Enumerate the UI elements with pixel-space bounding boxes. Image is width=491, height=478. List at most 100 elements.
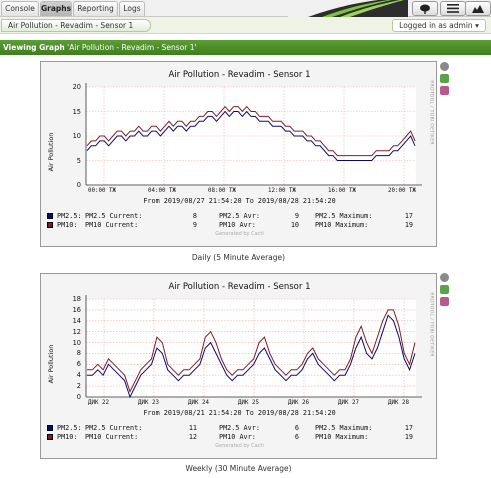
- y-tick-label: 10: [72, 132, 81, 140]
- y-tick-label: 14: [72, 316, 81, 325]
- legend-max-label: PM10 Maximum:: [315, 433, 369, 441]
- legend-max-label: PM2.5 Maximum:: [315, 424, 373, 432]
- export-csv-icon-weekly[interactable]: [440, 285, 449, 294]
- legend-current-label: PM10 Current:: [85, 221, 139, 229]
- y-tick-label: 2: [76, 382, 81, 391]
- series-line-pm25: [87, 314, 416, 399]
- legend-series-name: PM10:: [57, 221, 78, 229]
- legend-current-value: 11: [188, 424, 197, 432]
- x-tick-label: ДИК 27: [338, 400, 359, 406]
- x-tick-label: 04:00 ТЖ: [148, 188, 176, 194]
- x-tick-label: 20:00 ТЖ: [388, 188, 416, 194]
- legend-max-value: 19: [404, 221, 413, 229]
- legend-current-value: 8: [192, 212, 197, 220]
- weekly-graph-caption: Weekly (30 Minute Average): [185, 464, 292, 473]
- daily-graph-caption: Daily (5 Minute Average): [191, 253, 286, 262]
- tree-icon: [420, 4, 430, 14]
- x-tick-label: ДИК 25: [238, 400, 259, 406]
- legend-avg-label: PM2.5 Avr:: [219, 212, 260, 220]
- graph-title: Air Pollution - Revadim - Sensor 1: [168, 70, 311, 80]
- export-csv-icon[interactable]: [440, 74, 449, 83]
- user-menu[interactable]: Logged in as admin ▾: [392, 19, 486, 32]
- cacti-watermark: Generated by Cacti: [215, 231, 264, 237]
- preview-icon: [472, 5, 484, 13]
- y-tick-label: 4: [76, 371, 81, 380]
- properties-icon[interactable]: [440, 86, 449, 95]
- series-line-pm10: [87, 309, 416, 393]
- x-tick-label: ДИК 23: [138, 400, 159, 406]
- legend-swatch: [47, 425, 53, 431]
- legend-series-name: PM2.5:: [57, 424, 82, 432]
- legend-max-value: 17: [404, 424, 413, 432]
- legend-avg-value: 6: [294, 433, 299, 441]
- legend-current-label: PM2.5 Current:: [85, 424, 143, 432]
- legend-avg-label: PM10 Avr:: [219, 433, 256, 441]
- daily-graph-image[interactable]: Air Pollution - Revadim - Sensor 1 Air Po…: [40, 61, 437, 247]
- properties-icon-weekly[interactable]: [440, 297, 449, 306]
- legend-avg-value: 6: [294, 424, 299, 432]
- legend-series-name: PM10:: [57, 433, 78, 441]
- list-view-button[interactable]: [440, 1, 466, 16]
- legend-swatch: [47, 213, 53, 219]
- y-tick-label: 5: [76, 156, 81, 165]
- x-tick-label: ДИК 22: [88, 400, 109, 406]
- x-tick-label: ДИК 24: [188, 400, 209, 406]
- zoom-icon[interactable]: [440, 62, 449, 71]
- legend-max-label: PM10 Maximum:: [315, 221, 369, 229]
- x-tick-label: 16:00 ТЖ: [328, 188, 356, 194]
- tab-reporting[interactable]: Reporting: [73, 1, 118, 16]
- date-range-text: From 2019/08/21 21:54:20 To 2019/08/28 2…: [143, 409, 336, 417]
- viewing-graph-title: 'Air Pollution - Revadim - Sensor 1': [67, 43, 197, 52]
- series-line-pm10: [86, 105, 416, 157]
- legend-current-value: 12: [188, 433, 197, 441]
- y-tick-label: 6: [76, 360, 81, 369]
- graph-plot: [85, 295, 422, 399]
- breadcrumb-bar: Air Pollution - Revadim - Sensor 1 Logge…: [0, 17, 491, 34]
- legend-max-value: 17: [404, 212, 413, 220]
- legend-swatch: [47, 434, 53, 440]
- x-tick-label: 00:00 ТЖ: [88, 188, 116, 194]
- zoom-icon-weekly[interactable]: [440, 273, 449, 282]
- graph-title: Air Pollution - Revadim - Sensor 1: [168, 282, 311, 292]
- weekly-graph-image[interactable]: Air Pollution - Revadim - Sensor 1 Air Po…: [40, 273, 437, 459]
- x-tick-label: 12:00 ТЖ: [268, 188, 296, 194]
- cacti-watermark: Generated by Cacti: [215, 443, 264, 449]
- tab-graphs[interactable]: Graphs: [40, 1, 72, 16]
- legend-swatch: [47, 222, 53, 228]
- tab-logs[interactable]: Logs: [119, 1, 145, 16]
- preview-view-button[interactable]: [465, 1, 491, 16]
- legend-current-label: PM2.5 Current:: [85, 212, 143, 220]
- legend-series-name: PM2.5:: [57, 212, 82, 220]
- y-tick-label: 15: [72, 107, 81, 116]
- legend-max-value: 19: [404, 433, 413, 441]
- legend-avg-label: PM2.5 Avr:: [219, 424, 260, 432]
- y-tick-label: 8: [76, 349, 81, 358]
- legend-avg-value: 10: [290, 221, 299, 229]
- y-tick-label: 20: [72, 83, 81, 91]
- legend-avg-label: PM10 Avr:: [219, 221, 256, 229]
- y-tick-label: 0: [76, 393, 81, 401]
- y-tick-label: 12: [72, 327, 81, 336]
- viewing-graph-header: Viewing Graph 'Air Pollution - Revadim -…: [0, 40, 491, 55]
- y-tick-label: 18: [72, 295, 81, 303]
- legend-current-label: PM10 Current:: [85, 433, 139, 441]
- viewing-graph-prefix: Viewing Graph: [3, 43, 65, 52]
- tab-console[interactable]: Console: [1, 1, 39, 16]
- cacti-logo-swoosh: [288, 0, 408, 17]
- breadcrumb[interactable]: Air Pollution - Revadim - Sensor 1: [1, 19, 151, 32]
- legend-avg-value: 9: [294, 212, 299, 220]
- series-line-pm25: [86, 110, 416, 161]
- y-tick-label: 0: [76, 181, 81, 189]
- y-tick-label: 16: [72, 305, 81, 314]
- graph-plot: [85, 83, 422, 186]
- y-tick-label: 10: [72, 338, 81, 347]
- date-range-text: From 2019/08/27 21:54:20 To 2019/08/28 2…: [143, 197, 336, 205]
- top-nav-bar: Console Graphs Reporting Logs: [0, 0, 491, 17]
- legend-max-label: PM2.5 Maximum:: [315, 212, 373, 220]
- legend-current-value: 9: [192, 221, 197, 229]
- x-tick-label: ДИК 28: [388, 400, 409, 406]
- tree-view-button[interactable]: [412, 1, 438, 16]
- x-tick-label: ДИК 26: [288, 400, 309, 406]
- x-tick-label: 08:00 ТЖ: [208, 188, 236, 194]
- list-icon: [447, 4, 459, 13]
